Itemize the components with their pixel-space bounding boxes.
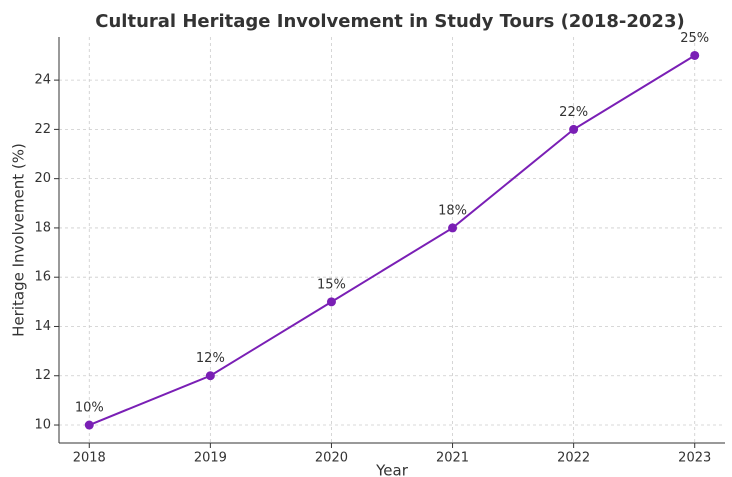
y-axis-label: Heritage Involvement (%) [10, 143, 28, 337]
marker [448, 223, 458, 233]
data-label: 10% [75, 401, 104, 416]
x-tick-label: 2022 [557, 451, 590, 466]
x-tick-label: 2023 [678, 451, 711, 466]
marker [690, 50, 700, 60]
y-tick-label: 14 [34, 319, 51, 334]
chart-title: Cultural Heritage Involvement in Study T… [95, 11, 684, 32]
line [88, 54, 696, 426]
marker [205, 371, 215, 381]
data-label: 12% [196, 351, 225, 366]
marker [84, 420, 94, 430]
data-label: 18% [438, 203, 467, 218]
data-label: 22% [559, 105, 588, 120]
y-tick-label: 16 [34, 270, 51, 285]
y-tick-label: 12 [34, 368, 51, 383]
x-tick-label: 2021 [436, 451, 469, 466]
marker [326, 297, 336, 307]
data-label: 25% [680, 31, 709, 46]
x-tick-label: 2020 [315, 451, 348, 466]
data-label: 15% [317, 277, 346, 292]
x-tick-label: 2019 [194, 451, 227, 466]
marker [569, 124, 579, 134]
y-tick-label: 18 [34, 220, 51, 235]
x-tick-label: 2018 [73, 451, 106, 466]
y-tick-label: 22 [34, 122, 51, 137]
x-axis-label: Year [375, 462, 409, 477]
y-tick-label: 20 [34, 171, 51, 186]
y-tick-label: 24 [34, 73, 51, 88]
y-tick-label: 10 [34, 418, 51, 433]
